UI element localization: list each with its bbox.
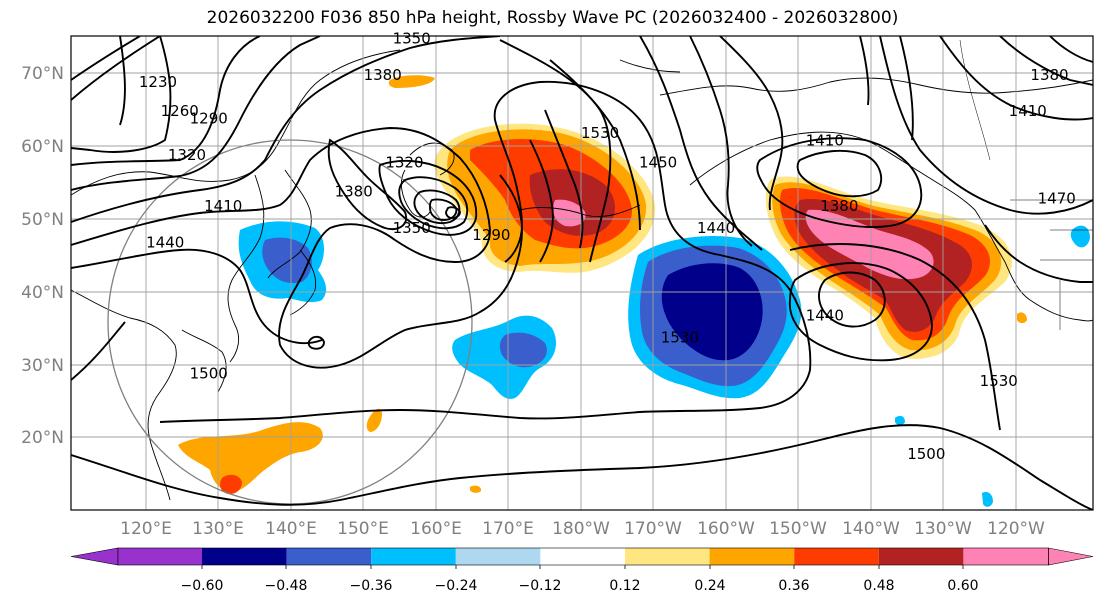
lat-label: 70°N [21, 64, 64, 84]
contour-label: 1440 [806, 306, 844, 324]
lon-label: 130°W [914, 519, 972, 539]
colorbar-segment [794, 548, 879, 565]
latitude-labels: 70°N 60°N 50°N 40°N 30°N 20°N [21, 64, 64, 448]
contour-label: 1350 [393, 29, 431, 47]
height-contours [71, 36, 1093, 510]
lat-label: 50°N [21, 210, 64, 230]
colorbar-tick-label: −0.48 [265, 578, 308, 594]
colorbar-extend-min [70, 547, 119, 566]
map-frame [70, 35, 1094, 511]
lon-label: 120°W [987, 519, 1045, 539]
colorbar-tick-label: 0.12 [609, 578, 640, 594]
positive-anomaly-small-1 [366, 408, 382, 432]
lon-label: 170°E [482, 519, 534, 539]
contour-label: 1380 [820, 197, 858, 215]
lon-label: 170°W [624, 519, 682, 539]
negative-anomaly-small-3 [982, 492, 993, 507]
contour-label: 1230 [139, 73, 177, 91]
contour-label: 1530 [581, 124, 619, 142]
contour-label: 1320 [385, 153, 423, 171]
contour-label: 1410 [806, 131, 844, 149]
lat-label: 20°N [21, 428, 64, 448]
colorbar-segment [963, 548, 1049, 565]
colorbar-segment [118, 548, 202, 565]
positive-anomaly-west-coast-5 [805, 209, 934, 280]
colorbar-segment [286, 548, 372, 565]
colorbar-outline [117, 547, 1049, 566]
positive-anomaly-small-3 [1017, 312, 1027, 323]
colorbar-tick-label: −0.60 [181, 578, 224, 594]
contour-label: 1380 [335, 182, 373, 200]
lon-label: 180°W [552, 519, 610, 539]
negative-anomaly-small-2 [895, 415, 905, 425]
colorbar-tick-label: 0.24 [694, 578, 725, 594]
colorbar-segment [709, 548, 795, 565]
colorbar: −0.60 −0.48 −0.36 −0.24 −0.12 0.12 0.24 … [70, 547, 1094, 594]
colorbar-tick-label: −0.36 [350, 578, 393, 594]
contour-label: 1380 [1030, 66, 1068, 84]
contour-label: 1530 [661, 328, 699, 346]
colorbar-tick-label: 0.48 [863, 578, 894, 594]
contour-label: 1470 [1038, 190, 1076, 208]
colorbar-extend-max [1048, 547, 1094, 566]
contour-label: 1290 [472, 226, 510, 244]
contour-label: 1320 [168, 146, 206, 164]
contour-label: 1410 [204, 197, 242, 215]
map-title: 2026032200 F036 850 hPa height, Rossby W… [206, 8, 899, 28]
colorbar-segment [455, 548, 541, 565]
contour-label: 1440 [697, 219, 735, 237]
lat-label: 30°N [21, 356, 64, 376]
colorbar-segment [878, 548, 964, 565]
contour-label: 1500 [907, 445, 945, 463]
contour-label: 1530 [980, 372, 1018, 390]
contour-label: 1350 [393, 219, 431, 237]
colorbar-tick-label: −0.24 [435, 578, 478, 594]
contour-label: 1290 [190, 110, 228, 128]
contour-label: 1380 [364, 66, 402, 84]
lon-label: 140°E [265, 519, 317, 539]
lon-label: 120°E [120, 519, 172, 539]
lon-label: 140°W [842, 519, 900, 539]
lat-label: 60°N [21, 137, 64, 157]
lon-label: 160°E [410, 519, 462, 539]
contour-label: 1450 [639, 153, 677, 171]
negative-anomaly-small-1 [1070, 225, 1090, 248]
positive-anomaly-small-4 [470, 485, 482, 493]
contour-label: 1410 [1009, 102, 1047, 120]
colorbar-tick-labels: −0.60 −0.48 −0.36 −0.24 −0.12 0.12 0.24 … [181, 578, 979, 594]
colorbar-tick-label: 0.60 [947, 578, 978, 594]
colorbar-segment [202, 548, 287, 565]
colorbar-segment [625, 548, 710, 565]
positive-anomaly-ne-pacific-5 [553, 199, 586, 227]
colorbar-segment [540, 548, 625, 565]
positive-anomaly-west-tropics-2 [220, 474, 242, 495]
colorbar-tick-label: 0.36 [778, 578, 809, 594]
longitude-labels: 120°E 130°E 140°E 150°E 160°E 170°E 180°… [120, 519, 1045, 539]
positive-anomaly-west-tropics [178, 422, 323, 492]
lat-label: 40°N [21, 283, 64, 303]
colorbar-tick-label: −0.12 [519, 578, 562, 594]
negative-anomaly-subtropics-2 [499, 332, 547, 368]
negative-anomaly-central-pacific-3 [661, 263, 763, 361]
contour-label: 1260 [161, 102, 199, 120]
lon-label: 150°W [769, 519, 827, 539]
colorbar-segment [371, 548, 456, 565]
lon-label: 150°E [337, 519, 389, 539]
borders [959, 39, 1093, 330]
positive-anomaly-small-2 [388, 75, 435, 88]
lon-label: 160°W [697, 519, 755, 539]
contour-label: 1440 [146, 233, 184, 251]
lon-label: 130°E [192, 519, 244, 539]
contour-labels: 1230126012901320135013801320138014101440… [139, 29, 1076, 463]
contour-label: 1500 [190, 365, 228, 383]
